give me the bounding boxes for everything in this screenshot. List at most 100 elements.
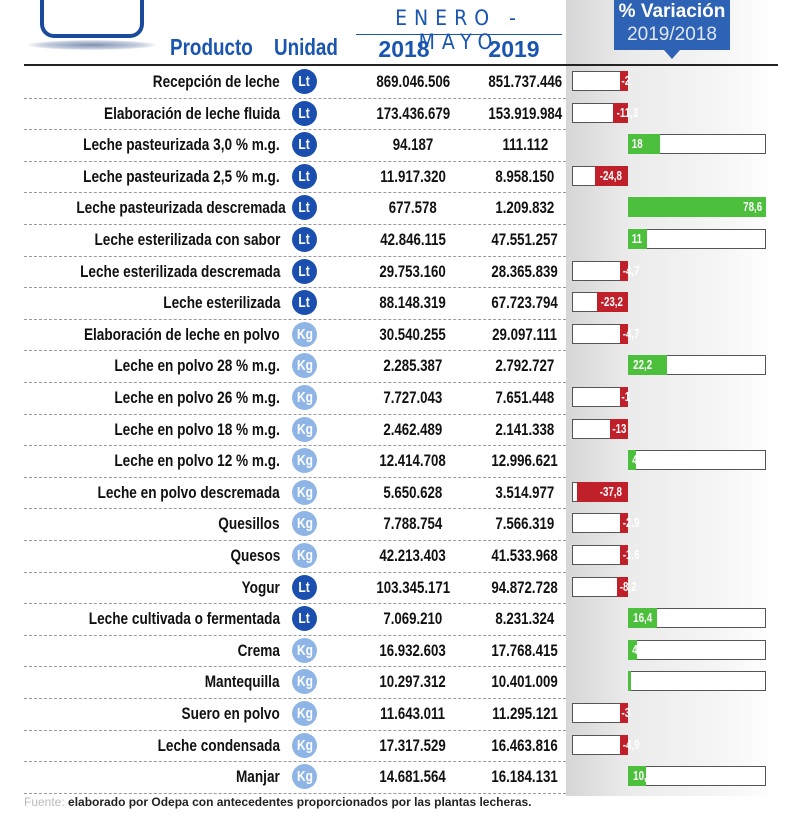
value-2019: 8.231.324 xyxy=(470,603,580,635)
variation-label: -4,9 xyxy=(620,735,640,755)
variation-value: 16,4 xyxy=(633,610,653,626)
value-2019-text: 153.919.984 xyxy=(488,103,562,123)
value-2018: 29.753.160 xyxy=(358,256,468,288)
value-2018-text: 2.285.387 xyxy=(383,356,443,376)
unit-label: Kg xyxy=(296,705,313,722)
unit-label: Lt xyxy=(298,578,311,596)
value-2019: 7.651.448 xyxy=(470,382,580,414)
variation-bar xyxy=(628,134,660,155)
product-name: Leche en polvo 26 % m.g. xyxy=(114,388,280,407)
variation-label: -4,7 xyxy=(620,324,640,344)
value-2018: 42.213.403 xyxy=(358,540,468,572)
table-row: Quesillos Kg 7.788.754 7.566.319 xyxy=(24,508,566,541)
table-row: Leche en polvo 26 % m.g. Kg 7.727.043 7.651… xyxy=(24,382,566,415)
unit-label: Lt xyxy=(298,167,311,185)
product-cell: Leche en polvo 18 % m.g. xyxy=(24,414,280,446)
product-cell: Yogur xyxy=(24,572,280,604)
variation-bar xyxy=(620,545,628,565)
variation-bar xyxy=(594,165,628,186)
variation-frame xyxy=(628,639,766,660)
unit-label: Kg xyxy=(296,515,313,533)
variation-bar xyxy=(620,260,628,281)
unit-badge: Kg xyxy=(292,543,317,568)
variation-bar xyxy=(612,102,628,123)
variation-header: % Variación 2019/2018 xyxy=(614,0,730,50)
value-2018: 14.681.564 xyxy=(358,761,468,793)
product-name: Suero en polvo xyxy=(181,704,280,723)
value-2019: 851.737.446 xyxy=(470,66,580,98)
variation-label: -8,2 xyxy=(617,577,637,597)
product-name: Elaboración de leche fluida xyxy=(103,103,280,123)
product-name: Leche pasteurizada descremada xyxy=(76,198,286,218)
product-name: Mantequilla xyxy=(205,672,280,692)
unit-label: Kg xyxy=(296,452,313,470)
table-row: Leche condensada Kg 17.317.529 16.463.816 xyxy=(24,730,566,763)
variation-value: -23,2 xyxy=(600,294,623,310)
unit-badge: Lt xyxy=(292,258,317,284)
variation-bar xyxy=(616,576,628,597)
product-name: Quesos xyxy=(230,546,280,565)
table-row: Leche esterilizada Lt 88.148.319 67.723.794 xyxy=(24,287,566,320)
variation-bar xyxy=(628,355,667,376)
value-2019: 17.768.415 xyxy=(470,635,580,667)
variation-value: 4,9 xyxy=(632,641,646,657)
product-cell: Leche en polvo 26 % m.g. xyxy=(24,382,280,414)
unit-label: Lt xyxy=(298,104,311,122)
variation-value: -4,7 xyxy=(622,262,640,278)
value-2018: 5.650.628 xyxy=(358,477,468,509)
table-row: Crema Kg 16.932.603 17.768.415 xyxy=(24,635,566,668)
variation-value: -3 xyxy=(621,705,631,720)
product-cell: Leche en polvo 28 % m.g. xyxy=(24,350,280,382)
product-name: Elaboración de leche en polvo xyxy=(84,324,280,344)
value-2018: 2.285.387 xyxy=(358,350,468,382)
table-row: Manjar Kg 14.681.564 16.184.131 xyxy=(24,761,566,794)
value-2018: 7.069.210 xyxy=(358,603,468,635)
value-2019: 47.551.257 xyxy=(470,224,580,256)
value-2019-text: 111.112 xyxy=(502,135,548,155)
table-row: Recepción de leche Lt 869.046.506 851.737.4… xyxy=(24,66,566,99)
logo-frame xyxy=(40,0,144,38)
value-2019-text: 3.514.977 xyxy=(495,482,555,502)
source-label: Fuente: xyxy=(24,795,65,809)
unit-badge: Kg xyxy=(292,448,317,474)
product-cell: Crema xyxy=(24,635,280,667)
value-2018-text: 30.540.255 xyxy=(379,324,447,344)
variation-value: 10,2 xyxy=(633,768,653,784)
table-row: Leche en polvo 18 % m.g. Kg 2.462.489 2.141… xyxy=(24,414,566,447)
value-2018-text: 17.317.529 xyxy=(379,735,447,755)
variation-label: 22,2 xyxy=(630,355,667,375)
value-2019-text: 851.737.446 xyxy=(488,72,562,91)
unit-label: Kg xyxy=(296,641,313,659)
variation-subtitle: 2019/2018 xyxy=(627,24,717,45)
value-2018-text: 16.932.603 xyxy=(379,640,447,660)
variation-bar xyxy=(596,292,628,313)
value-2018-text: 869.046.506 xyxy=(376,72,450,91)
value-2019: 111.112 xyxy=(470,129,580,161)
value-2019-text: 29.097.111 xyxy=(492,324,558,344)
value-2018: 11.917.320 xyxy=(358,161,468,193)
table-row: Leche en polvo descremada Kg 5.650.628 3.51… xyxy=(24,477,566,510)
variation-label: -4,7 xyxy=(620,261,640,281)
table-row: Leche pasteurizada 2,5 % m.g. Lt 11.917.32… xyxy=(24,161,566,194)
variation-label: 18 xyxy=(630,134,660,154)
value-2019: 153.919.984 xyxy=(470,98,580,130)
value-2018-text: 11.917.320 xyxy=(380,166,446,186)
variation-label: 10,2 xyxy=(630,766,652,786)
product-name: Leche esterilizada con sabor xyxy=(94,230,280,249)
value-2018: 88.148.319 xyxy=(358,287,468,319)
header-year-2019: 2019 xyxy=(488,36,540,62)
table-row: Yogur Lt 103.345.171 94.872.728 xyxy=(24,572,566,605)
value-2018-text: 11.643.011 xyxy=(380,704,446,723)
unit-badge: Lt xyxy=(292,163,317,189)
product-cell: Leche en polvo descremada xyxy=(24,477,280,509)
variation-bar xyxy=(628,450,637,471)
value-2019-text: 8.958.150 xyxy=(495,166,555,186)
product-cell: Quesos xyxy=(24,540,280,572)
unit-label: Kg xyxy=(296,673,313,691)
variation-label: -13 xyxy=(610,419,627,439)
product-name: Leche condensada xyxy=(157,735,280,755)
variation-title: % Variación xyxy=(618,1,726,22)
variation-bar xyxy=(576,481,628,502)
unit-badge: Lt xyxy=(292,606,317,632)
variation-value: 22,2 xyxy=(633,357,653,373)
